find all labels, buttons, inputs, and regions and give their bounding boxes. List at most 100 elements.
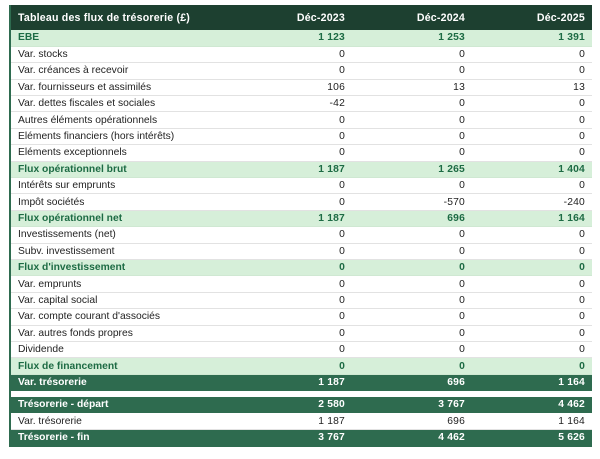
row-label: Trésorerie - départ <box>11 396 232 414</box>
row-value-2: 696 <box>352 210 472 228</box>
row-value-2: 0 <box>352 275 472 293</box>
row-value-3: 0 <box>472 325 592 342</box>
table-header-row: Tableau des flux de trésorerie (£) Déc-2… <box>11 5 592 30</box>
row-value-3: 5 626 <box>472 429 592 447</box>
row-value-2: 0 <box>352 308 472 326</box>
row-label: Flux opérationnel brut <box>11 161 232 179</box>
row-value-1: 3 767 <box>232 429 352 447</box>
row-value-3: 0 <box>472 341 592 359</box>
row-value-3: 1 164 <box>472 412 592 430</box>
table-row: Var. emprunts 0 0 0 <box>11 275 592 293</box>
table-row: Var. dettes fiscales et sociales -42 0 0 <box>11 95 592 113</box>
row-label: Var. dettes fiscales et sociales <box>11 95 232 113</box>
row-value-3: 0 <box>472 95 592 113</box>
table-row: Eléments financiers (hors intérêts) 0 0 0 <box>11 128 592 146</box>
table-row: Var. autres fonds propres 0 0 0 <box>11 325 592 342</box>
row-value-3: -240 <box>472 193 592 211</box>
row-value-2: 696 <box>352 374 472 392</box>
row-value-2: 0 <box>352 292 472 310</box>
row-label: Flux de financement <box>11 357 232 375</box>
table-row: Intérêts sur emprunts 0 0 0 <box>11 177 592 195</box>
table-row: Flux d'investissement 0 0 0 <box>11 259 592 277</box>
row-value-1: 0 <box>232 226 352 244</box>
row-value-3: 0 <box>472 177 592 195</box>
row-value-2: 0 <box>352 177 472 195</box>
table-row: Var. fournisseurs et assimilés 106 13 13 <box>11 79 592 97</box>
row-value-2: 0 <box>352 62 472 80</box>
row-value-3: 0 <box>472 226 592 244</box>
row-value-3: 0 <box>472 128 592 146</box>
row-label: Autres éléments opérationnels <box>11 111 232 129</box>
row-value-3: 0 <box>472 46 592 64</box>
table-row: Var. trésorerie 1 187 696 1 164 <box>11 374 592 392</box>
row-value-2: 1 253 <box>352 30 472 47</box>
table-row: Flux de financement 0 0 0 <box>11 357 592 375</box>
row-value-2: 0 <box>352 341 472 359</box>
table-row: Var. capital social 0 0 0 <box>11 292 592 310</box>
row-value-2: -570 <box>352 193 472 211</box>
row-value-2: 0 <box>352 325 472 342</box>
row-value-3: 0 <box>472 308 592 326</box>
table-row-spacer <box>11 390 592 397</box>
row-label: Var. stocks <box>11 46 232 64</box>
row-label: EBE <box>11 30 232 47</box>
row-label: Var. autres fonds propres <box>11 325 232 342</box>
row-label: Var. créances à recevoir <box>11 62 232 80</box>
row-value-2: 0 <box>352 111 472 129</box>
row-value-1: 0 <box>232 193 352 211</box>
row-label: Investissements (net) <box>11 226 232 244</box>
row-value-2: 0 <box>352 95 472 113</box>
table-row: Flux opérationnel brut 1 187 1 265 1 404 <box>11 161 592 179</box>
row-value-3: 1 391 <box>472 30 592 47</box>
row-label: Flux d'investissement <box>11 259 232 277</box>
row-label: Subv. investissement <box>11 243 232 260</box>
row-value-1: 0 <box>232 62 352 80</box>
row-label: Flux opérationnel net <box>11 210 232 228</box>
row-label: Eléments exceptionnels <box>11 144 232 162</box>
row-value-2: 0 <box>352 243 472 260</box>
row-value-1: 0 <box>232 177 352 195</box>
table-row: Eléments exceptionnels 0 0 0 <box>11 144 592 162</box>
row-label: Var. trésorerie <box>11 374 232 392</box>
row-value-3: 0 <box>472 111 592 129</box>
table-row: Trésorerie - fin 3 767 4 462 5 626 <box>11 429 592 447</box>
row-label: Var. compte courant d'associés <box>11 308 232 326</box>
row-value-3: 4 462 <box>472 396 592 414</box>
row-value-2: 0 <box>352 144 472 162</box>
row-value-1: 0 <box>232 128 352 146</box>
cashflow-table-grid: Tableau des flux de trésorerie (£) Déc-2… <box>11 5 592 447</box>
table-row: Subv. investissement 0 0 0 <box>11 243 592 260</box>
row-label: Intérêts sur emprunts <box>11 177 232 195</box>
row-value-3: 0 <box>472 292 592 310</box>
table-row: Var. stocks 0 0 0 <box>11 46 592 64</box>
row-value-1: -42 <box>232 95 352 113</box>
row-value-3: 0 <box>472 357 592 375</box>
row-value-2: 696 <box>352 412 472 430</box>
row-value-3: 0 <box>472 243 592 260</box>
row-value-3: 0 <box>472 62 592 80</box>
row-value-2: 1 265 <box>352 161 472 179</box>
table-row: Trésorerie - départ 2 580 3 767 4 462 <box>11 396 592 414</box>
row-label: Var. fournisseurs et assimilés <box>11 79 232 97</box>
row-value-3: 0 <box>472 144 592 162</box>
row-value-1: 0 <box>232 341 352 359</box>
row-value-2: 0 <box>352 46 472 64</box>
row-value-1: 2 580 <box>232 396 352 414</box>
row-label: Impôt sociétés <box>11 193 232 211</box>
row-value-1: 0 <box>232 259 352 277</box>
table-row: Investissements (net) 0 0 0 <box>11 226 592 244</box>
column-header-dec-2023: Déc-2023 <box>232 5 352 30</box>
row-value-1: 0 <box>232 111 352 129</box>
table-row: Flux opérationnel net 1 187 696 1 164 <box>11 210 592 228</box>
row-value-2: 13 <box>352 79 472 97</box>
table-header: Tableau des flux de trésorerie (£) Déc-2… <box>11 5 592 30</box>
row-label: Dividende <box>11 341 232 359</box>
table-row: EBE 1 123 1 253 1 391 <box>11 30 592 47</box>
column-header-dec-2024: Déc-2024 <box>352 5 472 30</box>
row-value-3: 1 164 <box>472 374 592 392</box>
row-label: Var. trésorerie <box>11 412 232 430</box>
row-value-1: 106 <box>232 79 352 97</box>
table-body: EBE 1 123 1 253 1 391 Var. stocks 0 0 0 Var. cré… <box>11 30 592 447</box>
row-value-3: 0 <box>472 259 592 277</box>
row-value-1: 0 <box>232 144 352 162</box>
